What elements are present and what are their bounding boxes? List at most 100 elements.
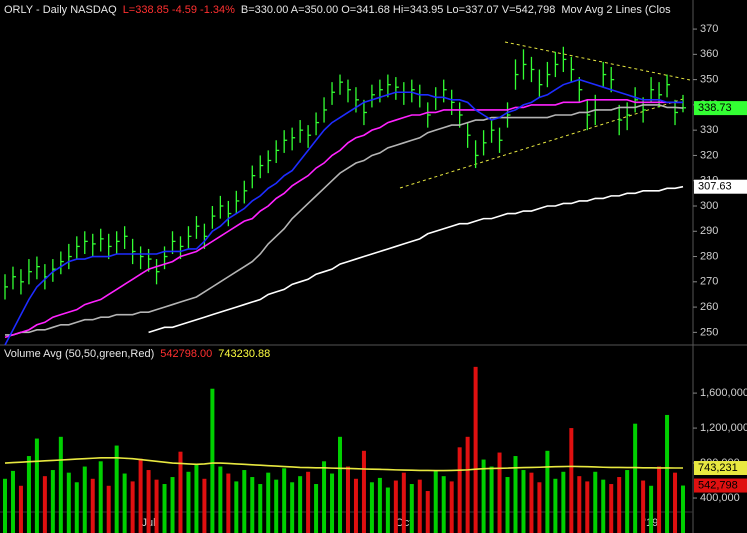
y-tick-label: 360 — [700, 48, 718, 60]
volume-bar — [322, 461, 327, 533]
moving-average-line — [4, 99, 683, 339]
volume-bar — [242, 470, 247, 533]
header-text: 743230.88 — [218, 348, 270, 360]
volume-bar — [266, 472, 271, 533]
volume-bar — [218, 466, 223, 533]
volume-bar — [66, 472, 71, 533]
volume-bar — [178, 451, 183, 533]
volume-bar — [138, 458, 143, 533]
volume-bar — [98, 461, 103, 533]
volume-bar — [553, 478, 558, 533]
value-box-label: 338.73 — [698, 102, 732, 114]
y-tick-label: 1,200,000 — [700, 422, 747, 434]
y-tick-label: 270 — [700, 276, 718, 288]
volume-bar — [625, 470, 630, 533]
volume-bar — [593, 471, 598, 533]
value-box-label: 307.63 — [698, 181, 732, 193]
volume-bar — [330, 473, 335, 533]
volume-bar — [26, 456, 31, 533]
moving-average-line — [5, 104, 684, 336]
y-tick-label: 250 — [700, 326, 718, 338]
volume-bar — [290, 482, 295, 533]
header-text: 542798.00 — [160, 348, 212, 360]
volume-bar — [90, 478, 95, 533]
volume-bar — [42, 476, 47, 533]
y-tick-label: 1,600,000 — [700, 387, 747, 399]
volume-bar — [34, 438, 39, 533]
volume-bar — [521, 470, 526, 533]
header-text: ORLY - Daily NASDAQ — [4, 4, 117, 16]
volume-bar — [529, 472, 534, 533]
volume-bar — [497, 452, 502, 533]
volume-bar — [385, 487, 390, 533]
volume-bar — [369, 482, 374, 533]
value-box — [694, 179, 747, 194]
volume-bar — [298, 476, 303, 533]
volume-bar — [545, 450, 550, 533]
y-tick-label: 280 — [700, 250, 718, 262]
volume-bar — [537, 482, 542, 533]
y-tick-label: 350 — [700, 74, 718, 86]
value-box-label: 743,231 — [698, 462, 738, 474]
volume-bar — [314, 484, 319, 533]
volume-bar — [441, 476, 446, 533]
volume-bar — [353, 478, 358, 533]
volume-bar — [250, 477, 255, 533]
volume-bar — [417, 479, 422, 533]
volume-bar — [457, 447, 462, 533]
volume-bar — [433, 470, 438, 533]
volume-bar — [106, 485, 111, 533]
volume-bar — [258, 484, 263, 533]
volume-bar — [186, 471, 191, 533]
volume-bar — [513, 456, 518, 533]
volume-bar — [577, 476, 582, 533]
y-tick-label: 400,000 — [700, 492, 740, 504]
y-tick-label: 320 — [700, 149, 718, 161]
volume-bar — [681, 485, 685, 533]
volume-bar — [170, 477, 175, 533]
volume-bar — [234, 481, 239, 533]
moving-average-line — [4, 78, 683, 346]
y-tick-label: 370 — [700, 23, 718, 35]
volume-bar — [210, 388, 215, 533]
y-tick-label: 290 — [700, 225, 718, 237]
volume-bar — [585, 481, 590, 533]
y-tick-label: 260 — [700, 301, 718, 313]
panel-header: ORLY - Daily NASDAQ L=338.85 -4.59 -1.34%… — [4, 4, 671, 16]
y-tick-label: 330 — [700, 124, 718, 136]
volume-bar — [633, 423, 638, 533]
volume-bar — [489, 466, 494, 533]
volume-bar — [641, 480, 646, 533]
volume-bar — [194, 464, 199, 533]
volume-bar — [377, 477, 382, 533]
volume-bar — [154, 479, 159, 533]
volume-bar — [409, 484, 414, 533]
volume-bar — [130, 481, 135, 533]
volume-bar — [274, 479, 279, 533]
value-box — [694, 478, 747, 493]
volume-bar — [617, 477, 622, 533]
volume-bar — [649, 485, 654, 533]
plot-layer: ORLY - Daily NASDAQ L=338.85 -4.59 -1.34%… — [3, 4, 747, 533]
header-text: B=330.00 A=350.00 O=341.68 Hi=343.95 Lo=… — [241, 4, 555, 16]
panel-header: Volume Avg (50,50,green,Red) 542798.00 743… — [4, 348, 270, 360]
header-text: Volume Avg (50,50,green,Red) — [4, 348, 154, 360]
volume-bar — [82, 466, 87, 533]
volume-bar — [58, 436, 63, 533]
volume-bar — [202, 478, 207, 533]
volume-bar — [465, 436, 470, 533]
volume-bar — [146, 470, 151, 533]
volume-bar — [561, 471, 566, 533]
volume-bar — [162, 484, 167, 533]
volume-bar — [114, 445, 119, 533]
volume-bar — [609, 484, 614, 533]
volume-bar — [449, 481, 454, 533]
volume-bar — [3, 478, 7, 533]
volume-bar — [74, 482, 79, 533]
volume-bar — [473, 366, 478, 533]
moving-average-line — [148, 185, 684, 334]
volume-bar — [122, 473, 127, 533]
